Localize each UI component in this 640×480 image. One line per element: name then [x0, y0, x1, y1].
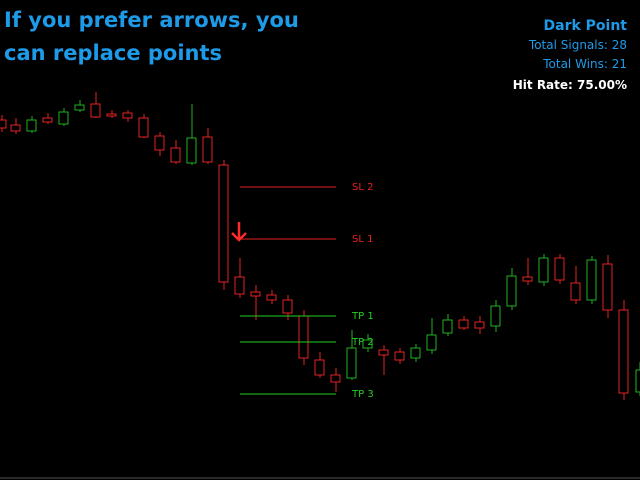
candle	[570, 266, 581, 304]
candles	[0, 92, 640, 400]
candle	[602, 255, 613, 318]
candle-body	[298, 315, 309, 359]
candle	[138, 114, 149, 138]
candle-body	[458, 319, 469, 329]
candle-body	[58, 111, 69, 125]
candle-body	[442, 319, 453, 334]
candle	[202, 128, 213, 164]
candle	[378, 345, 389, 375]
candle	[474, 316, 485, 334]
level-label: TP 3	[351, 389, 374, 400]
stats-title: Dark Point	[544, 18, 628, 34]
candle-body	[234, 276, 245, 295]
candle	[74, 100, 85, 112]
candle-body	[602, 263, 613, 311]
stats-line: Total Wins: 21	[542, 57, 627, 71]
candle-body	[378, 349, 389, 356]
candle-body	[394, 351, 405, 361]
candle	[10, 118, 21, 134]
candle-body	[42, 117, 53, 123]
candle	[186, 104, 197, 165]
candle-body	[250, 291, 261, 297]
candle-body	[410, 347, 421, 359]
candle	[618, 300, 629, 400]
candle	[266, 290, 277, 304]
candle	[490, 300, 501, 332]
candle	[346, 330, 357, 380]
candle	[314, 352, 325, 378]
candle	[586, 256, 597, 304]
stats-hit-rate: Hit Rate: 75.00%	[513, 78, 627, 92]
candle	[154, 132, 165, 156]
candle	[442, 314, 453, 336]
candle	[218, 160, 229, 290]
candle-body	[170, 147, 181, 163]
candle-body	[282, 299, 293, 314]
candle-body	[346, 347, 357, 379]
candle-body	[10, 124, 21, 132]
candle	[250, 285, 261, 320]
stats-line: Total Signals: 28	[528, 38, 627, 52]
candle-body	[106, 113, 117, 117]
candle-body	[90, 103, 101, 118]
candle-body	[330, 374, 341, 383]
overlay-text: can replace points	[4, 41, 222, 65]
candle-body	[490, 305, 501, 327]
candle	[362, 334, 373, 352]
candle	[538, 254, 549, 286]
candle	[26, 116, 37, 133]
candle	[522, 258, 533, 285]
candle	[554, 254, 565, 284]
candle-body	[218, 164, 229, 283]
candle	[394, 348, 405, 364]
candle-body	[554, 257, 565, 281]
candle-body	[202, 136, 213, 163]
level-label: TP 1	[351, 311, 374, 322]
level-label: SL 1	[352, 234, 373, 245]
candle	[330, 368, 341, 392]
candle	[635, 362, 640, 396]
candle	[458, 316, 469, 330]
candle-body	[570, 282, 581, 301]
candle-body	[0, 119, 7, 129]
candle	[506, 268, 517, 310]
candle-body	[138, 117, 149, 138]
candle	[410, 344, 421, 362]
candle-body	[506, 275, 517, 307]
levels: SL 2 SL 1 TP 1 TP 2 TP 3	[240, 182, 374, 400]
candle-body	[635, 369, 640, 393]
candle-body	[586, 259, 597, 301]
candle-body	[26, 119, 37, 132]
candle	[106, 110, 117, 118]
candle	[298, 310, 309, 365]
candle	[90, 92, 101, 118]
candle-body	[314, 359, 325, 376]
candle-body	[522, 276, 533, 282]
candle-body	[186, 137, 197, 164]
candle-body	[74, 104, 85, 111]
candle-body	[154, 135, 165, 151]
candle	[0, 115, 7, 132]
level-label: SL 2	[352, 182, 373, 193]
candle-body	[618, 309, 629, 394]
candle	[122, 110, 133, 122]
level-label: TP 2	[351, 337, 374, 348]
candle-body	[362, 339, 373, 349]
candle	[234, 258, 245, 298]
overlay-text: If you prefer arrows, you	[4, 8, 299, 32]
candle	[426, 318, 437, 354]
candle	[58, 108, 69, 126]
candle-body	[266, 294, 277, 301]
signal-arrow	[231, 222, 247, 242]
candle-body	[538, 257, 549, 283]
candle-body	[474, 321, 485, 329]
candle-body	[122, 112, 133, 119]
candle-body	[426, 334, 437, 351]
candle	[42, 113, 53, 124]
candle	[170, 140, 181, 164]
